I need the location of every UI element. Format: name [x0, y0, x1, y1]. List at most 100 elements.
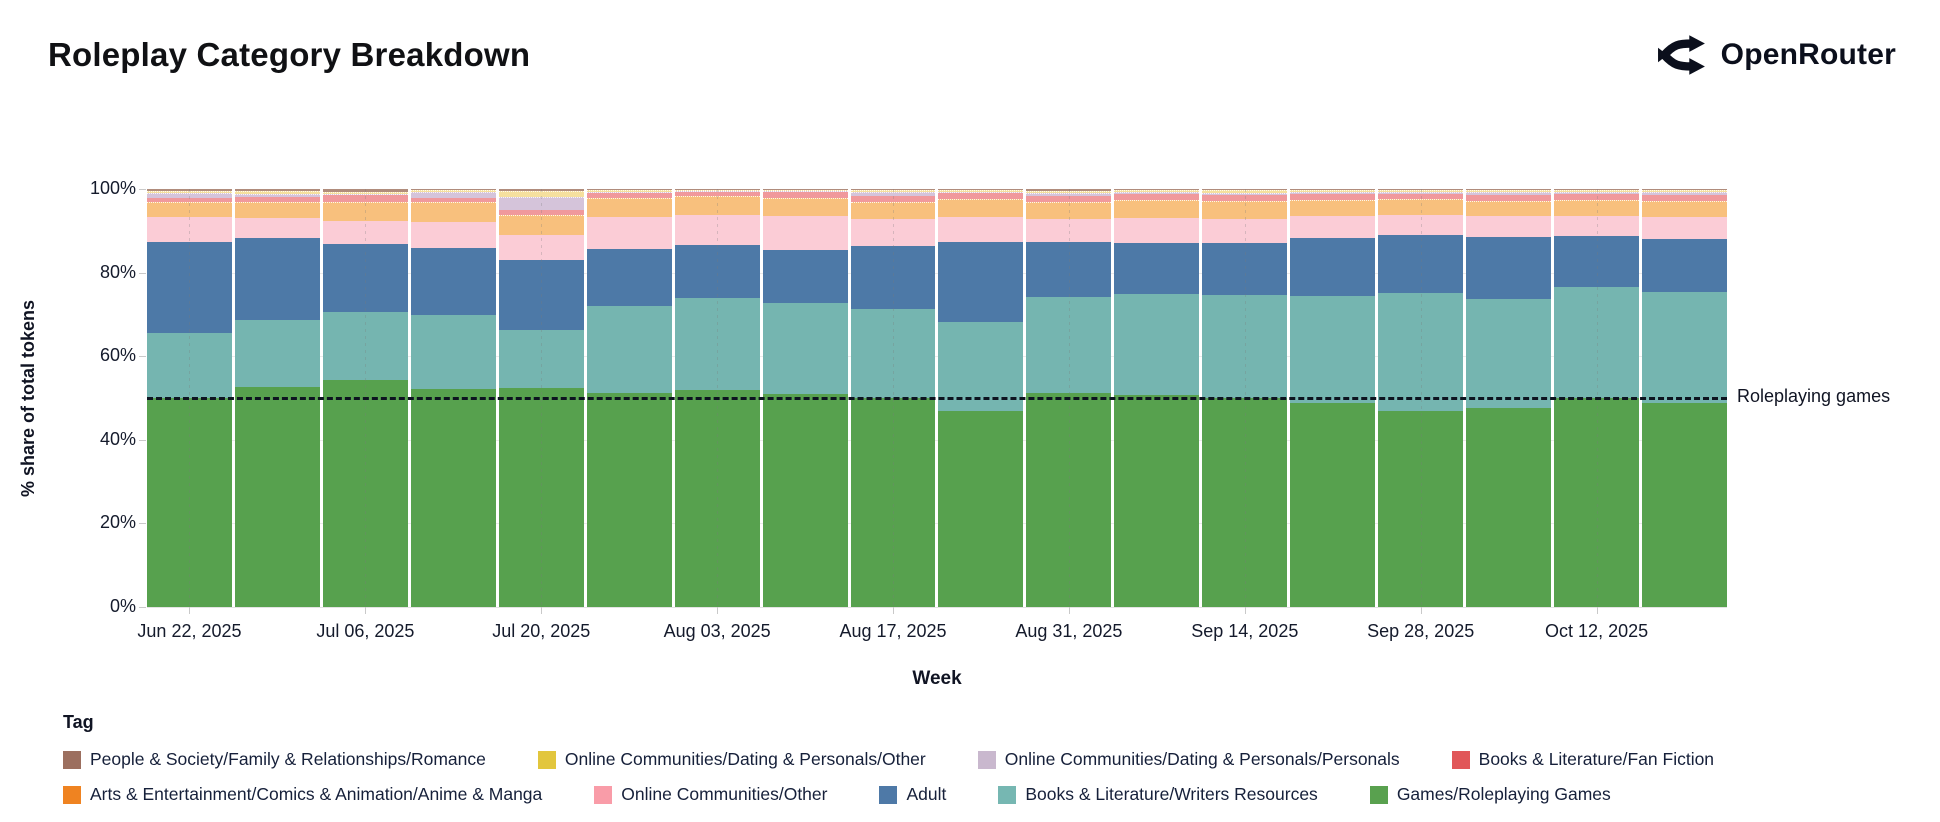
bar-segment-teal[interactable]	[938, 321, 1024, 411]
bar-segment-pink[interactable]	[1026, 219, 1112, 243]
bar-segment-brown[interactable]	[1114, 189, 1200, 191]
bar-week-jun-29-2025[interactable]	[234, 189, 320, 607]
bar-segment-green[interactable]	[1466, 407, 1551, 607]
bar-segment-pink[interactable]	[234, 218, 320, 239]
bar-segment-red[interactable]	[586, 192, 672, 199]
bar-segment-pink[interactable]	[586, 217, 672, 250]
bar-segment-purple[interactable]	[410, 192, 496, 198]
bar-week-jul-27-2025[interactable]	[586, 189, 672, 607]
bar-segment-orange[interactable]	[1202, 201, 1288, 220]
bar-segment-yellow[interactable]	[850, 190, 936, 193]
bar-segment-blue[interactable]	[1202, 242, 1288, 296]
bar-segment-purple[interactable]	[1290, 192, 1376, 195]
bar-segment-pink[interactable]	[1202, 219, 1288, 243]
bar-segment-red[interactable]	[410, 197, 496, 202]
bar-segment-blue[interactable]	[586, 249, 672, 307]
bar-segment-green[interactable]	[850, 397, 936, 607]
bar-segment-green[interactable]	[1114, 394, 1200, 607]
bar-segment-purple[interactable]	[147, 193, 232, 198]
bar-week-oct-05-2025[interactable]	[1466, 189, 1551, 607]
bar-segment-blue[interactable]	[147, 242, 232, 334]
bar-segment-pink[interactable]	[147, 217, 232, 243]
legend-item-yellow[interactable]: Online Communities/Dating & Personals/Ot…	[537, 749, 926, 770]
bar-segment-blue[interactable]	[938, 242, 1024, 322]
bar-segment-brown[interactable]	[1641, 189, 1727, 191]
bar-segment-green[interactable]	[1202, 397, 1288, 607]
bar-segment-teal[interactable]	[1466, 299, 1551, 408]
bar-segment-brown[interactable]	[410, 189, 496, 191]
bar-segment-purple[interactable]	[1202, 192, 1288, 196]
bar-segment-orange[interactable]	[850, 202, 936, 220]
bar-segment-purple[interactable]	[1114, 192, 1200, 195]
legend-item-green[interactable]: Games/Roleplaying Games	[1369, 784, 1611, 805]
bar-segment-red[interactable]	[1290, 194, 1376, 200]
bar-segment-yellow[interactable]	[1114, 190, 1200, 193]
bar-segment-blue[interactable]	[1641, 239, 1727, 293]
bar-segment-purple[interactable]	[938, 191, 1024, 194]
bar-segment-orange[interactable]	[147, 202, 232, 218]
bar-segment-orange[interactable]	[322, 201, 408, 221]
bar-segment-teal[interactable]	[850, 309, 936, 398]
bar-segment-purple[interactable]	[1378, 192, 1464, 195]
bar-segment-red[interactable]	[1641, 194, 1727, 201]
bar-segment-purple[interactable]	[234, 193, 320, 197]
bar-week-sep-28-2025[interactable]	[1378, 189, 1464, 607]
bar-segment-teal[interactable]	[1290, 296, 1376, 403]
bar-segment-yellow[interactable]	[1641, 190, 1727, 193]
bar-segment-orange[interactable]	[1378, 199, 1464, 215]
bar-segment-green[interactable]	[938, 410, 1024, 607]
bar-segment-yellow[interactable]	[674, 189, 760, 192]
bar-segment-pink[interactable]	[322, 220, 408, 245]
bar-segment-yellow[interactable]	[498, 191, 584, 198]
bar-segment-pink[interactable]	[762, 216, 848, 251]
bar-week-sep-14-2025[interactable]	[1202, 189, 1288, 607]
bar-segment-teal[interactable]	[147, 333, 232, 398]
bar-segment-green[interactable]	[1290, 402, 1376, 607]
legend-item-orange[interactable]: Arts & Entertainment/Comics & Animation/…	[63, 784, 542, 805]
bar-segment-pink[interactable]	[410, 221, 496, 249]
bar-segment-brown[interactable]	[1202, 189, 1288, 191]
bar-segment-orange[interactable]	[1290, 199, 1376, 217]
bar-segment-pink[interactable]	[498, 235, 584, 261]
bar-segment-brown[interactable]	[674, 189, 760, 190]
bar-week-jul-13-2025[interactable]	[410, 189, 496, 607]
bar-segment-yellow[interactable]	[147, 190, 232, 194]
bar-segment-teal[interactable]	[1554, 287, 1639, 398]
bar-week-jul-06-2025[interactable]	[322, 188, 408, 607]
bar-segment-green[interactable]	[674, 389, 760, 607]
bar-segment-teal[interactable]	[1202, 295, 1288, 398]
bar-segment-orange[interactable]	[234, 201, 320, 219]
bar-segment-teal[interactable]	[322, 311, 408, 380]
legend-item-blue[interactable]: Adult	[879, 784, 946, 805]
bar-segment-red[interactable]	[322, 194, 408, 202]
bar-segment-brown[interactable]	[234, 189, 320, 191]
bar-segment-red[interactable]	[1466, 194, 1551, 202]
bar-segment-red[interactable]	[147, 197, 232, 202]
bar-segment-teal[interactable]	[1641, 292, 1727, 404]
bar-segment-red[interactable]	[938, 193, 1024, 200]
bar-segment-teal[interactable]	[498, 330, 584, 389]
bar-segment-purple[interactable]	[762, 191, 848, 193]
bar-segment-yellow[interactable]	[234, 190, 320, 194]
bar-week-jun-22-2025[interactable]	[147, 189, 232, 607]
bar-segment-blue[interactable]	[410, 248, 496, 316]
bar-segment-yellow[interactable]	[1026, 190, 1112, 193]
bar-segment-brown[interactable]	[1554, 189, 1639, 191]
bar-segment-orange[interactable]	[674, 196, 760, 216]
bar-segment-yellow[interactable]	[762, 189, 848, 192]
bar-week-aug-24-2025[interactable]	[938, 189, 1024, 607]
bar-segment-orange[interactable]	[938, 199, 1024, 218]
bar-segment-orange[interactable]	[1466, 201, 1551, 217]
bar-segment-blue[interactable]	[762, 250, 848, 304]
bar-segment-red[interactable]	[1554, 194, 1639, 200]
bar-segment-teal[interactable]	[410, 315, 496, 389]
bar-segment-green[interactable]	[410, 388, 496, 607]
bar-segment-pink[interactable]	[1114, 218, 1200, 243]
bar-segment-pink[interactable]	[938, 217, 1024, 243]
bar-segment-orange[interactable]	[1554, 199, 1639, 217]
bar-segment-red[interactable]	[1378, 194, 1464, 200]
bar-segment-brown[interactable]	[1466, 189, 1551, 191]
bar-segment-orange[interactable]	[1026, 202, 1112, 220]
bar-segment-green[interactable]	[586, 392, 672, 607]
bar-segment-purple[interactable]	[850, 192, 936, 197]
